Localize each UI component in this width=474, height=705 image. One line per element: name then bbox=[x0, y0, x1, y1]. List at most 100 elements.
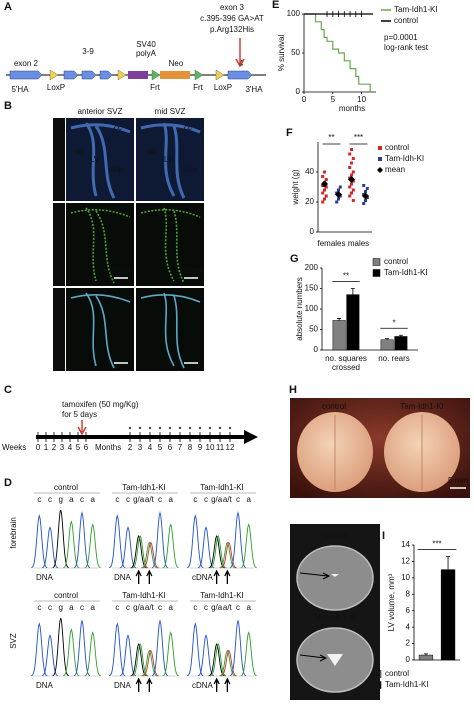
base-call: c bbox=[158, 495, 162, 504]
base-call: g/a bbox=[133, 495, 145, 504]
base-call: a/t bbox=[223, 603, 233, 612]
data-point bbox=[348, 185, 352, 189]
label: LoxP bbox=[214, 83, 232, 92]
scale-label: 100μm bbox=[109, 266, 134, 275]
label: Frt bbox=[193, 83, 204, 92]
bar bbox=[418, 654, 434, 661]
exon bbox=[81, 70, 97, 80]
annotation: ** bbox=[328, 133, 334, 142]
data-point bbox=[350, 182, 353, 186]
panel-letter: A bbox=[4, 1, 12, 13]
data-point bbox=[350, 173, 353, 177]
y-axis-label: % survival bbox=[277, 35, 286, 72]
legend-label: Tam-Idh1-KI bbox=[385, 680, 429, 689]
data-point bbox=[351, 170, 355, 174]
trace-peak bbox=[109, 622, 126, 677]
base-call: c bbox=[37, 603, 41, 612]
trace-peak bbox=[220, 649, 237, 677]
mutation-arrow bbox=[235, 38, 245, 68]
tick-label: 3 bbox=[60, 443, 65, 452]
sample-label: Tam-Idh1-KI bbox=[122, 483, 166, 492]
neo bbox=[160, 71, 190, 79]
timepoint bbox=[168, 426, 172, 430]
data-point bbox=[348, 152, 352, 156]
trace-peak bbox=[240, 523, 257, 569]
trace-peak bbox=[142, 649, 159, 677]
mean-marker bbox=[335, 191, 342, 198]
row-label-box bbox=[53, 203, 65, 286]
data-point bbox=[335, 200, 339, 204]
base-call: a bbox=[246, 495, 251, 504]
y-tick-label: 0 bbox=[314, 345, 319, 354]
timepoint bbox=[208, 426, 212, 430]
annotation: *** bbox=[354, 133, 363, 142]
template-label: DNA bbox=[114, 573, 132, 582]
x-tick-label: females bbox=[317, 239, 345, 248]
label: SV40 bbox=[136, 40, 156, 49]
timepoint bbox=[188, 426, 192, 430]
loxp bbox=[215, 69, 225, 81]
panel-letter: H bbox=[289, 384, 297, 396]
timepoint bbox=[158, 426, 162, 430]
tick-label: 4 bbox=[68, 443, 73, 452]
structure-label: LV bbox=[90, 155, 100, 164]
micrograph bbox=[136, 203, 204, 286]
y-axis-label: weight (g) bbox=[291, 169, 300, 205]
bar bbox=[380, 339, 394, 351]
timepoint bbox=[228, 426, 232, 430]
label: Neo bbox=[169, 59, 184, 68]
base-call: g/a bbox=[211, 603, 223, 612]
photo-label: Tam-Idh1-KI bbox=[400, 402, 444, 411]
legend-swatch bbox=[372, 258, 381, 266]
trace-peak bbox=[31, 622, 48, 677]
mri-brain bbox=[296, 545, 374, 611]
legend-label: Tam-Idh1-KI bbox=[394, 5, 438, 14]
trace-peak bbox=[142, 541, 159, 569]
bar bbox=[394, 336, 408, 351]
y-tick-label: 200 bbox=[305, 263, 319, 272]
row-label-box bbox=[53, 288, 65, 371]
timepoint bbox=[148, 426, 152, 430]
y-tick-label: 100 bbox=[287, 9, 301, 18]
y-tick-label: 20 bbox=[305, 197, 314, 206]
annotation: *** bbox=[432, 540, 441, 549]
structure-label: sep bbox=[110, 165, 123, 174]
label: polyA bbox=[136, 49, 157, 58]
tick-label: 7 bbox=[178, 443, 183, 452]
error-bar bbox=[337, 318, 342, 321]
x-axis-label: months bbox=[339, 104, 365, 113]
tissue bbox=[140, 122, 201, 199]
mutation-arrow bbox=[213, 569, 220, 584]
y-tick-label: 14 bbox=[401, 540, 410, 549]
trace-peak bbox=[162, 631, 179, 677]
data-point bbox=[337, 197, 340, 201]
trace-peak bbox=[220, 541, 237, 569]
y-tick-label: 12 bbox=[401, 557, 410, 566]
label: 3-9 bbox=[82, 47, 94, 56]
sample-label: control bbox=[54, 591, 78, 600]
mutation-arrow bbox=[135, 677, 142, 692]
base-call: c bbox=[115, 603, 119, 612]
annotation: ** bbox=[343, 272, 349, 281]
y-tick-label: 50 bbox=[291, 48, 300, 57]
base-call: c bbox=[126, 495, 130, 504]
data-point bbox=[324, 185, 328, 189]
y-tick-label: 50 bbox=[309, 325, 318, 334]
annotation: * bbox=[392, 318, 395, 327]
sample-label: Tam-Idh1-KI bbox=[200, 483, 244, 492]
tick-label: 11 bbox=[216, 443, 225, 452]
x-tick-label: no. rears bbox=[378, 354, 410, 363]
data-point bbox=[324, 194, 328, 198]
column-label: mid SVZ bbox=[155, 107, 186, 116]
sample-label: Tam-Idh1-KI bbox=[122, 591, 166, 600]
base-call: c bbox=[193, 603, 197, 612]
tick-label: 12 bbox=[226, 443, 235, 452]
trace-peak bbox=[52, 509, 69, 569]
x-tick-label: 0 bbox=[302, 95, 307, 104]
mutation-label: p.Arg132His bbox=[210, 25, 254, 34]
template-label: cDNA bbox=[192, 573, 214, 582]
data-point bbox=[362, 202, 366, 205]
scale-label: 100μm bbox=[179, 266, 204, 275]
